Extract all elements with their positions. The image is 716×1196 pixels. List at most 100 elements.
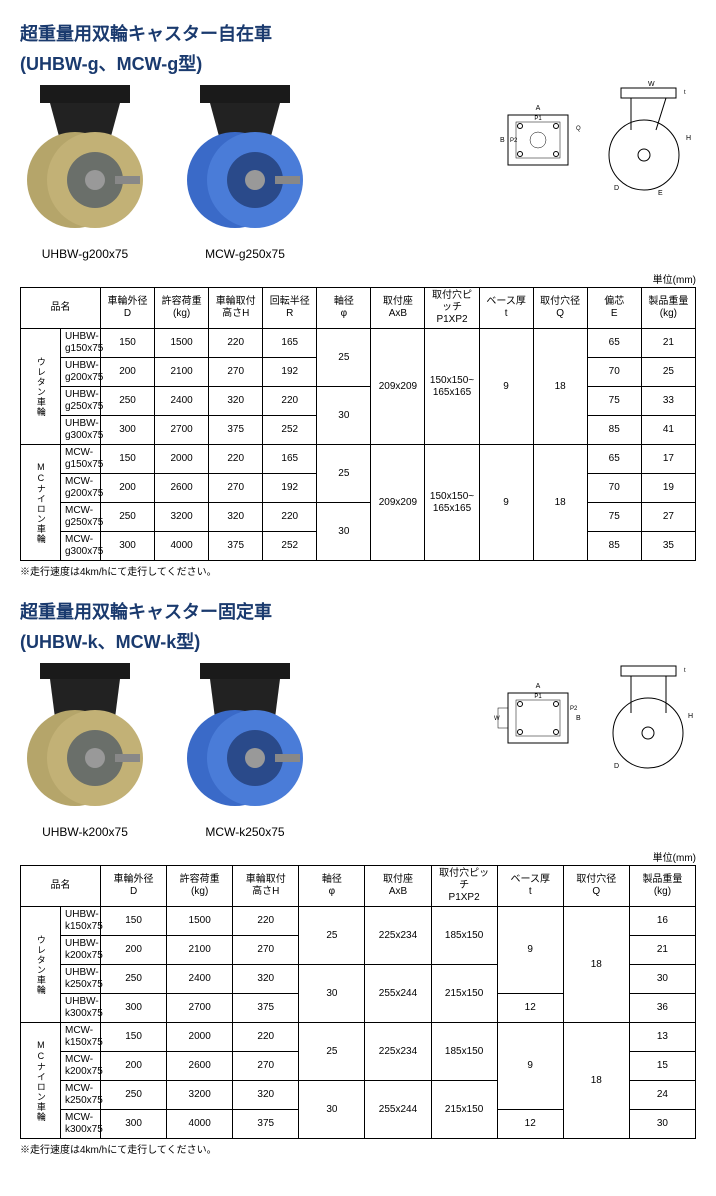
cell: 4000 (155, 532, 209, 561)
product-mcw-g: MCW-g250x75 (180, 80, 310, 261)
svg-text:t: t (684, 90, 686, 96)
cell-name: UHBW-g250x75 (61, 387, 101, 416)
cell: 27 (641, 503, 695, 532)
cell: 4000 (167, 1110, 233, 1139)
col-header: 許容荷重(kg) (155, 288, 209, 329)
cell: 320 (233, 1081, 299, 1110)
cell: 320 (209, 503, 263, 532)
footnote: ※走行速度は4km/hにて走行してください。 (20, 1141, 696, 1156)
cell: 250 (101, 965, 167, 994)
svg-text:W: W (494, 716, 500, 722)
cell: 220 (263, 503, 317, 532)
cell-name: MCW-g250x75 (61, 503, 101, 532)
caster-icon (20, 658, 150, 818)
spec-table-fixed: 品名車輪外径D許容荷重(kg)車輪取付高さH軸径φ取付座AxB取付穴ピッチP1X… (20, 865, 696, 1139)
cell: 252 (263, 416, 317, 445)
group-header: MCナイロン車輪 (21, 445, 61, 561)
col-header: 許容荷重(kg) (167, 866, 233, 907)
top-view-diagram: A P1 B P2 W (488, 658, 588, 778)
cell: 220 (209, 445, 263, 474)
cell: 250 (101, 387, 155, 416)
cell: 1500 (167, 907, 233, 936)
cell: 30 (629, 1110, 695, 1139)
col-header: 取付穴径Q (563, 866, 629, 907)
col-header: 偏芯E (587, 288, 641, 329)
svg-text:P1: P1 (534, 116, 542, 122)
group-header: ウレタン車輪 (21, 907, 61, 1023)
cell: 9 (479, 445, 533, 561)
cell-name: UHBW-k250x75 (61, 965, 101, 994)
product-images: UHBW-g200x75 MCW-g250x75 (20, 80, 310, 261)
col-header-name: 品名 (21, 288, 101, 329)
cell: 16 (629, 907, 695, 936)
col-header: 車輪取付高さH (233, 866, 299, 907)
cell: 19 (641, 474, 695, 503)
cell: 85 (587, 532, 641, 561)
col-header: 取付穴ピッチP1XP2 (425, 288, 479, 329)
cell: 12 (497, 1110, 563, 1139)
cell: 30 (299, 965, 365, 1023)
cell: 30 (629, 965, 695, 994)
table-row: MCナイロン車輪MCW-k150x75150200022025225x23418… (21, 1023, 696, 1052)
cell: 185x150 (431, 907, 497, 965)
cell: 75 (587, 387, 641, 416)
cell: 1500 (155, 329, 209, 358)
col-header: 取付穴径Q (533, 288, 587, 329)
cell-name: UHBW-g150x75 (61, 329, 101, 358)
cell: 36 (629, 994, 695, 1023)
cell: 9 (497, 1023, 563, 1110)
cell: 220 (209, 329, 263, 358)
cell-name: UHBW-k150x75 (61, 907, 101, 936)
table-row: MCW-g250x752503200320220307527 (21, 503, 696, 532)
svg-text:B: B (500, 137, 505, 144)
cell-name: UHBW-g200x75 (61, 358, 101, 387)
cell: 3200 (167, 1081, 233, 1110)
cell: 25 (317, 329, 371, 387)
cell: 320 (209, 387, 263, 416)
product-uhbw-g: UHBW-g200x75 (20, 80, 150, 261)
cell: 18 (563, 907, 629, 1023)
cell: 30 (299, 1081, 365, 1139)
cell: 252 (263, 532, 317, 561)
cell: 2700 (155, 416, 209, 445)
cell: 375 (209, 416, 263, 445)
top-view-diagram: A P1 B P2 Q (488, 80, 588, 200)
section-top: UHBW-g200x75 MCW-g250x75 (20, 80, 696, 261)
cell: 192 (263, 474, 317, 503)
cell: 200 (101, 936, 167, 965)
svg-text:D: D (614, 763, 619, 770)
side-view-diagram: H D t (596, 658, 696, 778)
cell: 25 (299, 907, 365, 965)
svg-text:A: A (536, 105, 541, 112)
cell: 165 (263, 329, 317, 358)
cell: 150 (101, 907, 167, 936)
cell-name: MCW-k250x75 (61, 1081, 101, 1110)
cell: 300 (101, 1110, 167, 1139)
product-label: UHBW-k200x75 (20, 825, 150, 839)
cell: 30 (317, 503, 371, 561)
svg-text:H: H (686, 135, 691, 142)
cell: 225x234 (365, 907, 431, 965)
cell-name: MCW-k150x75 (61, 1023, 101, 1052)
cell: 2600 (155, 474, 209, 503)
cell: 209x209 (371, 445, 425, 561)
cell-name: MCW-g150x75 (61, 445, 101, 474)
svg-text:B: B (576, 715, 581, 722)
cell: 70 (587, 474, 641, 503)
cell-name: UHBW-k200x75 (61, 936, 101, 965)
col-header: ベース厚t (497, 866, 563, 907)
cell: 150 (101, 445, 155, 474)
cell: 3200 (155, 503, 209, 532)
cell-name: MCW-k200x75 (61, 1052, 101, 1081)
cell: 18 (533, 329, 587, 445)
cell: 2600 (167, 1052, 233, 1081)
cell-name: MCW-g300x75 (61, 532, 101, 561)
product-images: UHBW-k200x75 MCW-k250x75 (20, 658, 310, 839)
product-label: MCW-g250x75 (180, 247, 310, 261)
cell: 215x150 (431, 1081, 497, 1139)
cell: 21 (629, 936, 695, 965)
svg-text:Q: Q (576, 126, 581, 132)
cell: 9 (497, 907, 563, 994)
table-row: ウレタン車輪UHBW-k150x75150150022025225x234185… (21, 907, 696, 936)
cell: 165 (263, 445, 317, 474)
